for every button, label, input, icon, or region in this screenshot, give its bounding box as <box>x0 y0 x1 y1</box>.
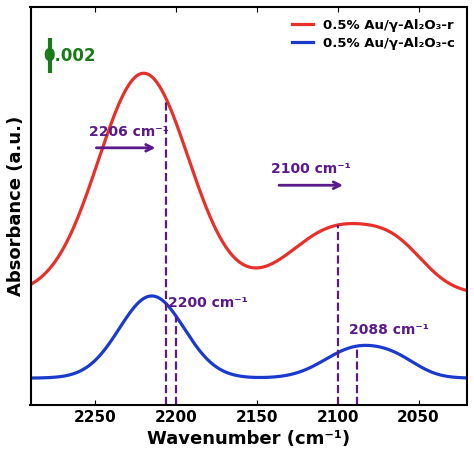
X-axis label: Wavenumber (cm⁻¹): Wavenumber (cm⁻¹) <box>147 430 350 448</box>
Text: 0.002: 0.002 <box>44 46 96 65</box>
Text: 2088 cm⁻¹: 2088 cm⁻¹ <box>349 323 429 337</box>
Text: 2100 cm⁻¹: 2100 cm⁻¹ <box>272 162 351 177</box>
Text: 2206 cm⁻¹: 2206 cm⁻¹ <box>89 125 168 139</box>
Legend: 0.5% Au/γ-Al₂O₃-r, 0.5% Au/γ-Al₂O₃-c: 0.5% Au/γ-Al₂O₃-r, 0.5% Au/γ-Al₂O₃-c <box>286 14 460 56</box>
Y-axis label: Absorbance (a.u.): Absorbance (a.u.) <box>7 116 25 296</box>
Text: 2200 cm⁻¹: 2200 cm⁻¹ <box>168 296 248 309</box>
